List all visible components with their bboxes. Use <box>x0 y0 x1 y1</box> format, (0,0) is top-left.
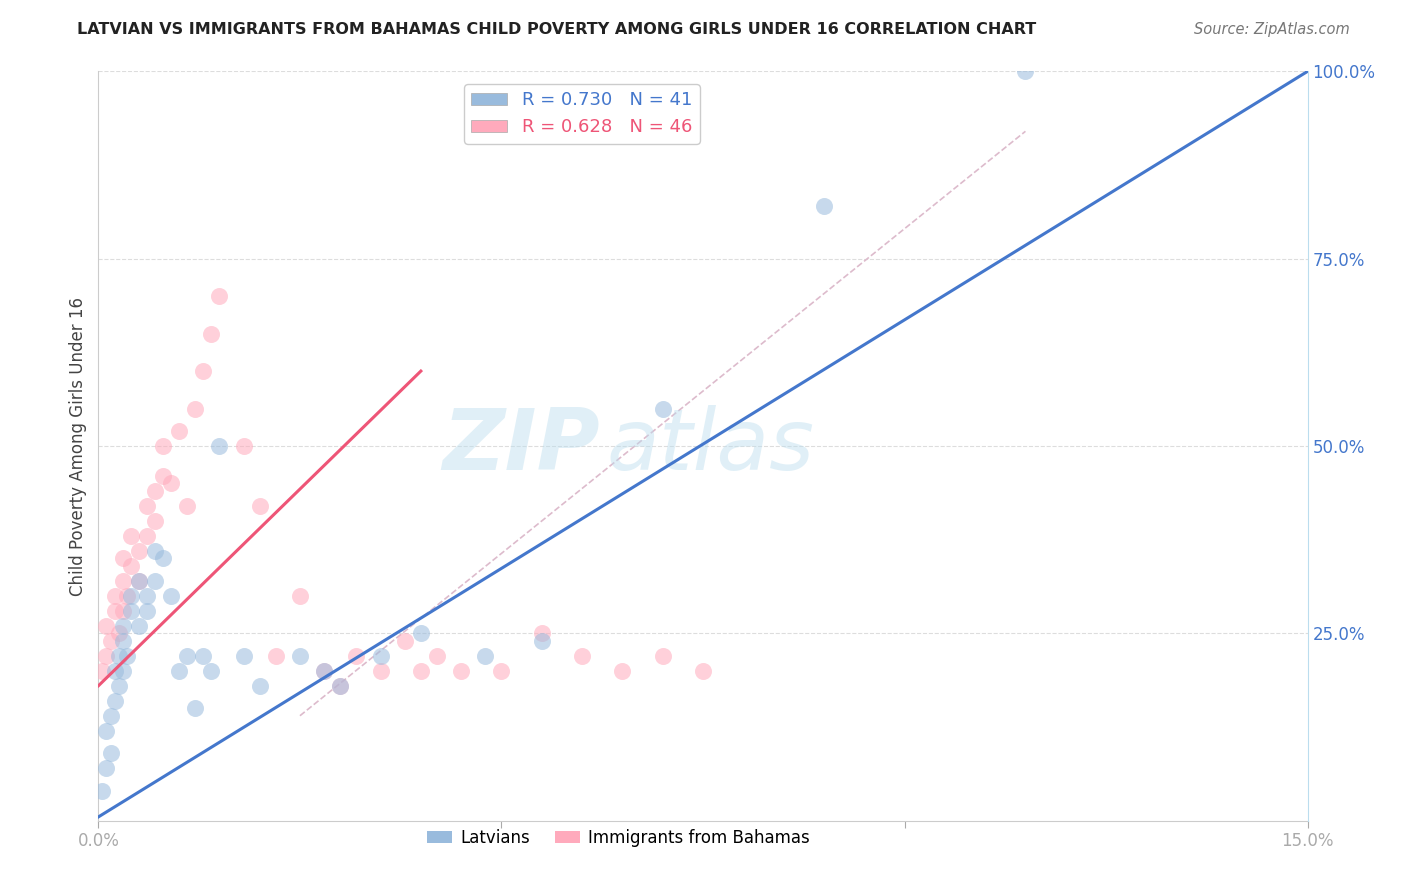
Point <box>111 551 134 566</box>
Point <box>91 664 114 678</box>
Point <box>651 401 673 416</box>
Point <box>143 514 166 528</box>
Point <box>100 746 122 760</box>
Point <box>264 648 287 663</box>
Point <box>115 589 138 603</box>
Point <box>370 648 392 663</box>
Point <box>370 664 392 678</box>
Point <box>160 589 183 603</box>
Point <box>651 648 673 663</box>
Point <box>176 648 198 663</box>
Point <box>530 633 553 648</box>
Point <box>692 664 714 678</box>
Legend: Latvians, Immigrants from Bahamas: Latvians, Immigrants from Bahamas <box>420 822 817 854</box>
Point <box>167 424 190 438</box>
Point <box>128 619 150 633</box>
Point <box>571 648 593 663</box>
Point <box>135 529 157 543</box>
Point <box>409 626 432 640</box>
Point <box>152 551 174 566</box>
Point <box>120 604 142 618</box>
Point <box>111 574 134 588</box>
Point <box>208 439 231 453</box>
Point <box>143 544 166 558</box>
Point <box>394 633 416 648</box>
Point <box>135 604 157 618</box>
Point <box>120 558 142 573</box>
Point <box>103 589 125 603</box>
Point <box>232 648 254 663</box>
Point <box>409 664 432 678</box>
Point <box>426 648 449 663</box>
Point <box>135 499 157 513</box>
Point <box>249 499 271 513</box>
Point <box>167 664 190 678</box>
Point <box>135 589 157 603</box>
Point <box>96 723 118 738</box>
Point <box>115 648 138 663</box>
Point <box>184 701 207 715</box>
Text: atlas: atlas <box>606 404 814 488</box>
Point <box>530 626 553 640</box>
Point <box>344 648 367 663</box>
Y-axis label: Child Poverty Among Girls Under 16: Child Poverty Among Girls Under 16 <box>69 296 87 596</box>
Point <box>249 679 271 693</box>
Point <box>160 476 183 491</box>
Point <box>128 574 150 588</box>
Point <box>96 619 118 633</box>
Point <box>107 626 129 640</box>
Point <box>314 664 336 678</box>
Point <box>96 648 118 663</box>
Point <box>288 589 311 603</box>
Text: LATVIAN VS IMMIGRANTS FROM BAHAMAS CHILD POVERTY AMONG GIRLS UNDER 16 CORRELATIO: LATVIAN VS IMMIGRANTS FROM BAHAMAS CHILD… <box>77 22 1036 37</box>
Text: ZIP: ZIP <box>443 404 600 488</box>
Point <box>143 483 166 498</box>
Point <box>120 589 142 603</box>
Point <box>200 664 222 678</box>
Point <box>491 664 513 678</box>
Point <box>176 499 198 513</box>
Point <box>1014 64 1036 78</box>
Point <box>200 326 222 341</box>
Point <box>193 364 215 378</box>
Point <box>152 469 174 483</box>
Point <box>128 574 150 588</box>
Point <box>813 199 835 213</box>
Point <box>111 604 134 618</box>
Point <box>193 648 215 663</box>
Point <box>314 664 336 678</box>
Point <box>107 648 129 663</box>
Point <box>152 439 174 453</box>
Text: Source: ZipAtlas.com: Source: ZipAtlas.com <box>1194 22 1350 37</box>
Point <box>208 289 231 303</box>
Point <box>143 574 166 588</box>
Point <box>111 633 134 648</box>
Point <box>128 544 150 558</box>
Point <box>474 648 496 663</box>
Point <box>100 708 122 723</box>
Point <box>103 604 125 618</box>
Point <box>288 648 311 663</box>
Point <box>120 529 142 543</box>
Point <box>103 664 125 678</box>
Point <box>111 664 134 678</box>
Point <box>232 439 254 453</box>
Point <box>184 401 207 416</box>
Point <box>91 783 114 797</box>
Point <box>100 633 122 648</box>
Point <box>329 679 352 693</box>
Point <box>103 694 125 708</box>
Point <box>96 761 118 775</box>
Point <box>111 619 134 633</box>
Point <box>612 664 634 678</box>
Point <box>450 664 472 678</box>
Point <box>329 679 352 693</box>
Point <box>107 679 129 693</box>
